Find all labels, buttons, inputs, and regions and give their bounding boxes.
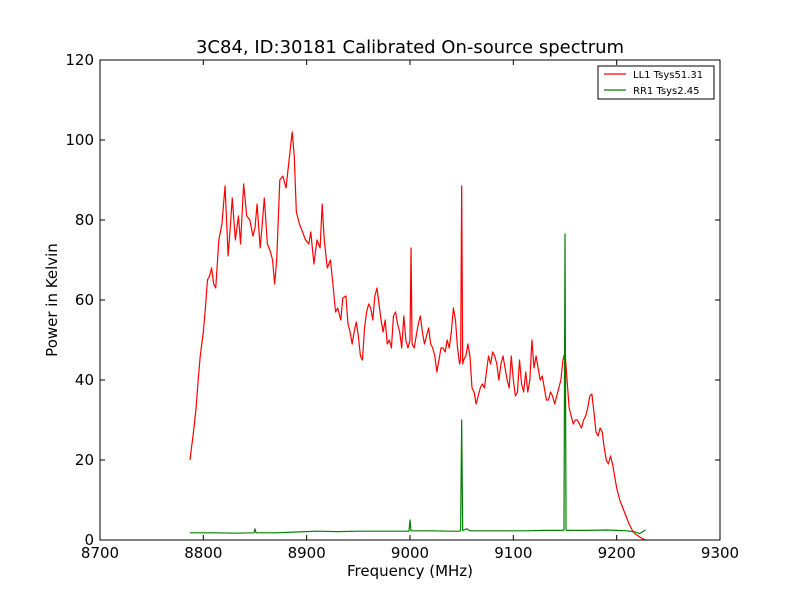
y-axis: 0 20 40 60 80 100 120 — [65, 51, 720, 549]
x-tick-label: 8800 — [184, 544, 222, 562]
y-axis-label: Power in Kelvin — [43, 243, 61, 357]
x-axis: 8700 8800 8900 9000 9100 9200 9300 — [81, 60, 739, 562]
y-tick-label: 0 — [84, 531, 94, 549]
x-tick-label: 9300 — [701, 544, 739, 562]
y-tick-label: 100 — [65, 131, 94, 149]
x-axis-label: Frequency (MHz) — [347, 562, 473, 580]
y-tick-label: 80 — [75, 211, 94, 229]
legend-label-ll1: LL1 Tsys51.31 — [633, 70, 703, 81]
legend-box — [597, 65, 715, 100]
y-tick-label: 60 — [75, 291, 94, 309]
y-tick-label: 20 — [75, 451, 94, 469]
chart-title: 3C84, ID:30181 Calibrated On-source spec… — [196, 37, 624, 58]
legend-label-rr1: RR1 Tsys2.45 — [633, 86, 700, 97]
series-line-rr1 — [189, 233, 646, 535]
x-tick-label: 8900 — [288, 544, 326, 562]
x-tick-label: 9000 — [391, 544, 429, 562]
x-tick-label: 9100 — [494, 544, 532, 562]
y-tick-label: 40 — [75, 371, 94, 389]
legend: LL1 Tsys51.31 RR1 Tsys2.45 — [597, 65, 715, 100]
y-tick-label: 120 — [65, 51, 94, 69]
x-tick-label: 9200 — [598, 544, 636, 562]
x-tick-label: 8700 — [81, 544, 119, 562]
plot-lines-group — [189, 131, 646, 541]
